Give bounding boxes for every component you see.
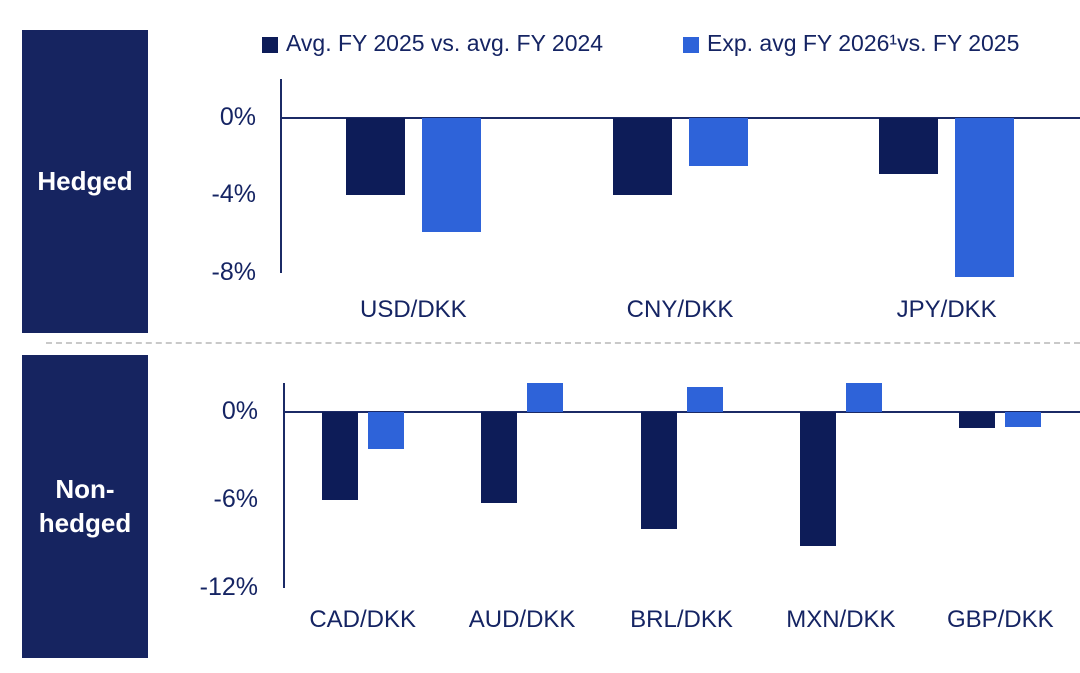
legend-label-fy2025-vs-fy2024: Avg. FY 2025 vs. avg. FY 2024 [286,30,604,56]
category-label-cny-dkk: CNY/DKK [626,296,734,323]
bar-avg-fy2025-jpy-dkk [879,117,939,175]
non-hedged-group-label: Non- hedged [39,473,131,541]
bar-avg-fy2025-aud-dkk [481,412,518,504]
non-hedged-label-line2: hedged [38,507,132,538]
y-axis-tick-label: -6% [213,485,258,514]
hedged-group-label-box: Hedged [22,30,148,333]
legend-item-fy2025-vs-fy2024: Avg. FY 2025 vs. avg. FY 2024 [262,30,603,57]
category-label-cad-dkk: CAD/DKK [309,606,417,633]
bar-avg-fy2025-usd-dkk [345,117,405,196]
category-label-brl-dkk: BRL/DKK [630,606,733,633]
bar-avg-fy2025-brl-dkk [640,412,677,530]
y-axis-line [280,79,282,273]
bar-exp-fy2026-jpy-dkk [955,117,1015,277]
bar-exp-fy2026-brl-dkk [686,387,723,413]
zero-baseline [283,411,1080,414]
legend-swatch-blue [683,36,699,53]
bar-avg-fy2025-cad-dkk [321,412,358,501]
hedged-group-label: Hedged [37,165,133,196]
category-label-usd-dkk: USD/DKK [359,296,467,323]
bar-avg-fy2025-mxn-dkk [799,412,836,546]
y-axis-tick-label: -12% [199,572,258,601]
legend-label-fy2026-vs-fy2025: Exp. avg FY 2026¹vs. FY 2025 [707,30,1020,56]
bar-exp-fy2026-aud-dkk [527,383,564,413]
y-axis-tick-label: 0% [219,102,256,131]
bar-exp-fy2026-mxn-dkk [845,383,882,413]
y-axis-tick-label: -4% [211,180,256,209]
non-hedged-group-label-box: Non- hedged [22,355,148,658]
y-axis-tick-label: 0% [221,397,258,426]
legend-item-fy2026-vs-fy2025: Exp. avg FY 2026¹vs. FY 2025 [683,30,1019,57]
bar-avg-fy2025-cny-dkk [612,117,672,196]
category-label-aud-dkk: AUD/DKK [468,606,576,633]
bar-exp-fy2026-usd-dkk [421,117,481,233]
panel-divider-dashed-line [46,342,1080,344]
category-label-mxn-dkk: MXN/DKK [786,606,896,633]
category-label-jpy-dkk: JPY/DKK [896,296,997,323]
y-axis-tick-label: -8% [211,257,256,286]
non-hedged-label-line1: Non- [55,473,115,504]
bar-exp-fy2026-cad-dkk [367,412,404,449]
y-axis-line [283,383,285,588]
bar-exp-fy2026-gbp-dkk [1005,412,1042,427]
bar-avg-fy2025-gbp-dkk [959,412,996,429]
bar-exp-fy2026-cny-dkk [688,117,748,167]
legend-swatch-dark-navy [262,36,278,53]
zero-baseline [280,116,1080,119]
category-label-gbp-dkk: GBP/DKK [946,606,1054,633]
